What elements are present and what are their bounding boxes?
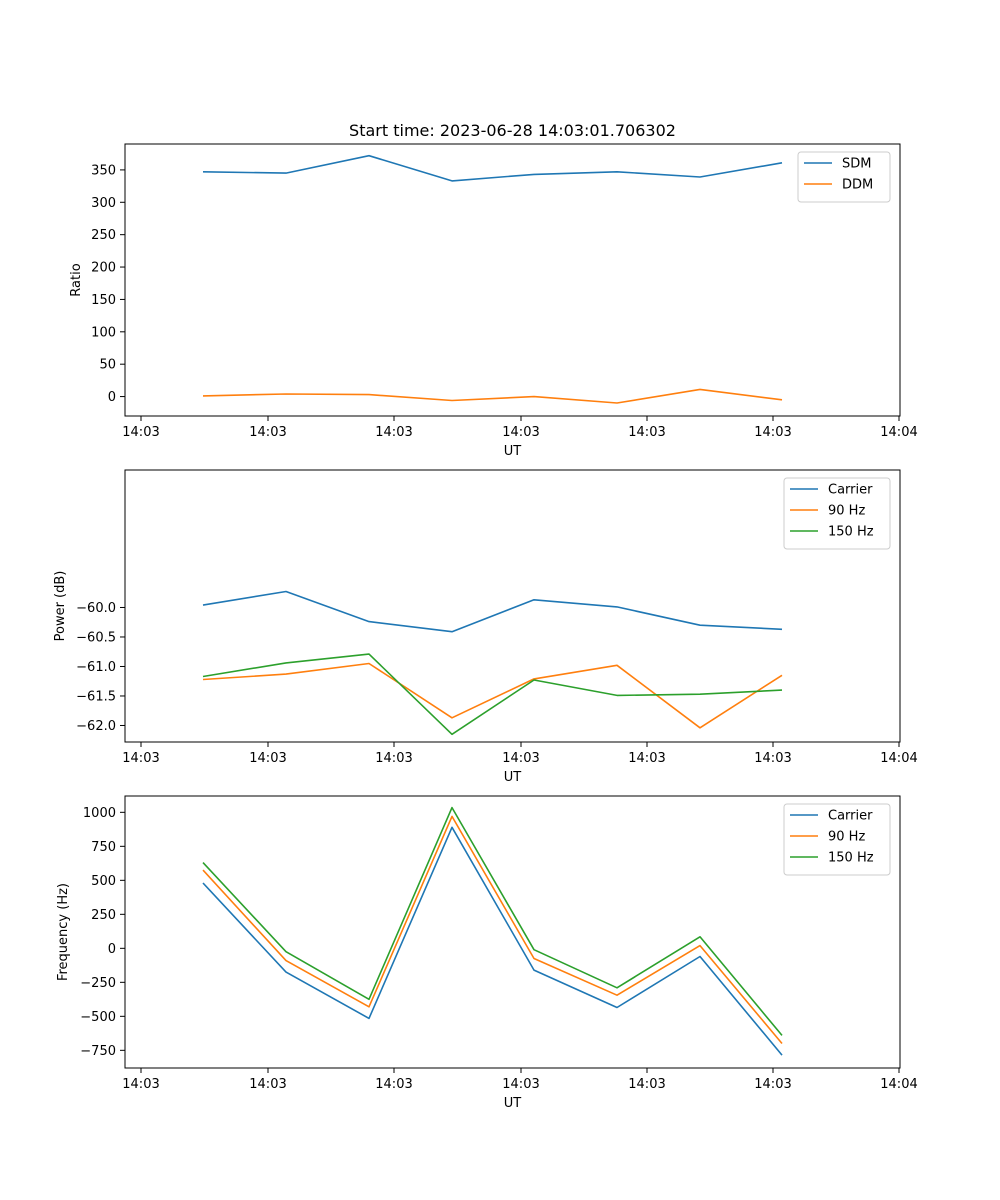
y-tick-label: −60.0 xyxy=(76,601,116,616)
legend-label: SDM xyxy=(842,157,871,172)
x-tick-label: 14:04 xyxy=(880,751,917,766)
y-tick-label: 500 xyxy=(91,874,116,889)
legend-label: Carrier xyxy=(828,809,873,824)
y-tick-label: 150 xyxy=(91,293,116,308)
x-tick-label: 14:04 xyxy=(880,1077,917,1092)
y-tick-label: −62.0 xyxy=(76,719,116,734)
y-tick-label: 250 xyxy=(91,228,116,243)
x-tick-label: 14:03 xyxy=(628,1077,665,1092)
legend-label: 150 Hz xyxy=(828,525,874,540)
legend: Carrier 90 Hz 150 Hz xyxy=(783,477,891,550)
y-tick-label: 100 xyxy=(91,325,116,340)
x-tick-label: 14:03 xyxy=(249,1077,286,1092)
x-tick-label: 14:03 xyxy=(375,425,412,440)
x-tick-label: 14:03 xyxy=(754,1077,791,1092)
subplot-2: 14:03 14:03 14:03 14:03 14:03 14:03 14:04 −62.0… xyxy=(53,469,918,785)
y-tick-label: 1000 xyxy=(83,806,116,821)
plots-container: 14:03 14:03 14:03 14:03 14:03 14:03 14:04 0 50 10… xyxy=(53,143,918,1111)
legend-label: 90 Hz xyxy=(828,504,865,519)
series-line-90-hz xyxy=(202,662,783,729)
axes-frame xyxy=(124,795,901,1069)
x-tick-label: 14:03 xyxy=(375,1077,412,1092)
x-axis-label: UT xyxy=(504,1096,522,1111)
y-axis-label: Power (dB) xyxy=(53,571,68,642)
y-tick-label: −250 xyxy=(80,976,116,991)
legend-label: 90 Hz xyxy=(828,830,865,845)
legend-label: Carrier xyxy=(828,483,873,498)
x-tick-label: 14:04 xyxy=(880,425,917,440)
x-tick-label: 14:03 xyxy=(628,425,665,440)
legend-label: 150 Hz xyxy=(828,851,874,866)
x-tick-label: 14:03 xyxy=(754,425,791,440)
series-line-carrier xyxy=(202,590,783,633)
x-tick-label: 14:03 xyxy=(754,751,791,766)
y-tick-label: 200 xyxy=(91,261,116,276)
x-axis-label: UT xyxy=(504,770,522,785)
x-tick-label: 14:03 xyxy=(502,1077,539,1092)
x-tick-label: 14:03 xyxy=(502,425,539,440)
y-tick-label: 0 xyxy=(108,390,116,405)
series-line-ddm xyxy=(202,388,783,404)
legend-label: DDM xyxy=(842,178,873,193)
series-line-sdm xyxy=(202,154,783,182)
legend: Carrier 90 Hz 150 Hz xyxy=(783,803,891,876)
y-tick-label: 300 xyxy=(91,196,116,211)
x-tick-label: 14:03 xyxy=(122,1077,159,1092)
series-line-90-hz xyxy=(202,815,783,1045)
y-tick-label: −61.0 xyxy=(76,660,116,675)
legend: SDM DDM xyxy=(797,151,891,203)
y-tick-label: −750 xyxy=(80,1044,116,1059)
subplot-1: 14:03 14:03 14:03 14:03 14:03 14:03 14:04 0 50 10… xyxy=(69,143,918,459)
y-tick-label: −61.5 xyxy=(76,689,116,704)
x-tick-label: 14:03 xyxy=(375,751,412,766)
y-tick-label: −500 xyxy=(80,1010,116,1025)
series-line-carrier xyxy=(202,826,783,1056)
x-tick-label: 14:03 xyxy=(249,425,286,440)
y-tick-label: 50 xyxy=(99,358,116,373)
y-tick-label: −60.5 xyxy=(76,630,116,645)
y-axis-label: Ratio xyxy=(69,263,84,296)
axes-frame xyxy=(124,143,901,417)
x-tick-label: 14:03 xyxy=(249,751,286,766)
x-axis-label: UT xyxy=(504,444,522,459)
x-tick-label: 14:03 xyxy=(502,751,539,766)
x-tick-label: 14:03 xyxy=(122,425,159,440)
axes-frame xyxy=(124,469,901,743)
series-line-150-hz xyxy=(202,653,783,736)
subplot-3: 14:03 14:03 14:03 14:03 14:03 14:03 14:04 −750 −… xyxy=(56,795,918,1111)
legend-box xyxy=(797,151,891,203)
x-tick-label: 14:03 xyxy=(628,751,665,766)
y-tick-label: 250 xyxy=(91,908,116,923)
y-axis-label: Frequency (Hz) xyxy=(56,883,71,981)
y-tick-label: 0 xyxy=(108,942,116,957)
y-tick-label: 750 xyxy=(91,840,116,855)
y-tick-label: 350 xyxy=(91,163,116,178)
x-tick-label: 14:03 xyxy=(122,751,159,766)
figure-title: Start time: 2023-06-28 14:03:01.706302 xyxy=(349,121,676,140)
series-line-150-hz xyxy=(202,806,783,1036)
